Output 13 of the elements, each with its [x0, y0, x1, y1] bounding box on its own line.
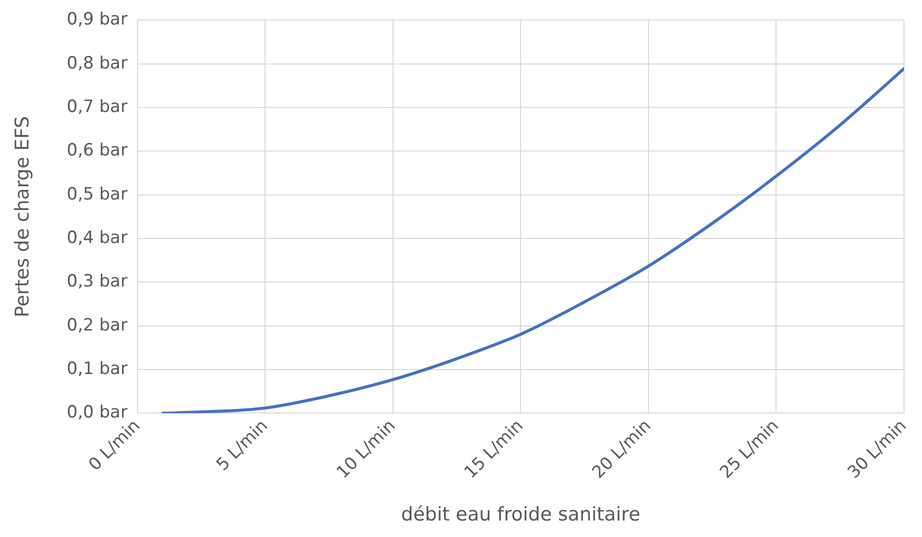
y-tick-label: 0,4 bar [66, 228, 128, 248]
y-tick-label: 0,5 bar [66, 184, 128, 204]
y-axis-title: Pertes de charge EFS [11, 116, 34, 318]
x-axis-title: débit eau froide sanitaire [401, 504, 640, 526]
y-tick-label: 0,3 bar [66, 272, 128, 292]
y-tick-label: 0,8 bar [66, 53, 128, 74]
y-tick-label: 0,0 bar [66, 402, 128, 423]
y-tick-label: 0,2 bar [66, 315, 128, 336]
y-tick-label: 0,6 bar [66, 140, 128, 161]
y-tick-label: 0,9 bar [66, 10, 128, 30]
y-tick-label: 0,7 bar [66, 96, 128, 117]
y-tick-label: 0,1 bar [66, 358, 128, 379]
line-series [161, 67, 904, 414]
